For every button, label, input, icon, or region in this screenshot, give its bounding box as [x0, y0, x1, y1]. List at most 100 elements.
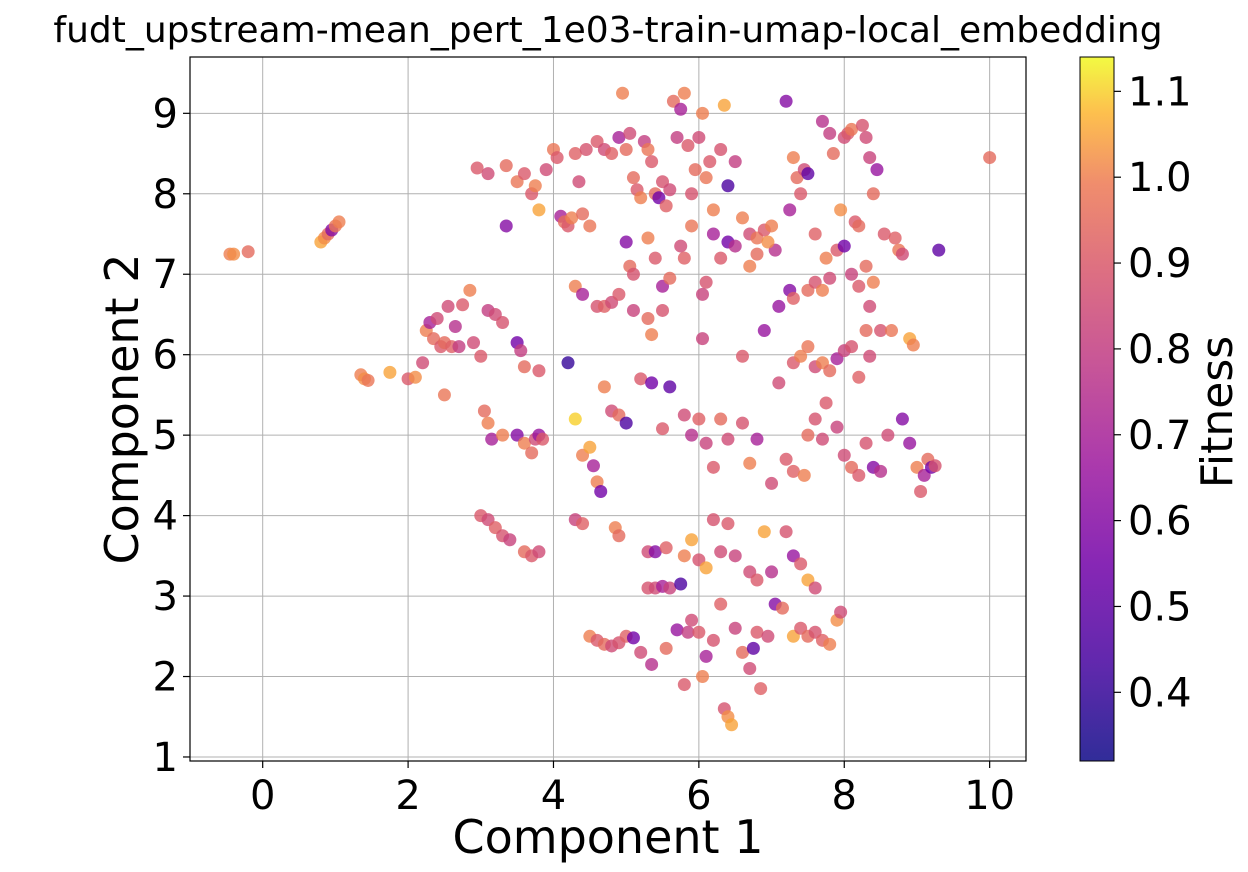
data-point: [674, 239, 688, 253]
data-point: [532, 203, 546, 217]
data-point: [699, 436, 713, 450]
data-point: [772, 376, 786, 390]
data-point: [870, 163, 884, 177]
data-point: [725, 718, 739, 732]
data-point: [699, 561, 713, 575]
data-point: [619, 416, 633, 430]
data-point: [648, 251, 662, 265]
data-point: [914, 484, 928, 498]
data-point: [481, 416, 495, 430]
data-point: [885, 324, 899, 338]
data-point: [514, 344, 528, 358]
data-point: [706, 460, 720, 474]
data-point: [826, 147, 840, 161]
data-point: [823, 271, 837, 285]
data-point: [714, 143, 728, 157]
data-point: [583, 219, 597, 233]
data-point: [859, 436, 873, 450]
data-point: [448, 320, 462, 334]
data-point: [677, 86, 691, 100]
data-point: [550, 151, 564, 165]
data-point: [383, 365, 397, 379]
data-point: [452, 340, 466, 354]
data-point: [765, 565, 779, 579]
data-point: [703, 155, 717, 169]
data-point: [728, 549, 742, 563]
data-point: [477, 404, 491, 418]
colorbar-tick-label: 0.9: [1128, 241, 1192, 287]
data-point: [786, 151, 800, 165]
data-point: [670, 130, 684, 144]
colorbar-tick-label: 0.8: [1128, 327, 1192, 373]
data-point: [794, 187, 808, 201]
data-point: [645, 155, 659, 169]
data-point: [714, 251, 728, 265]
data-point: [750, 573, 764, 587]
data-point: [895, 247, 909, 261]
data-point: [881, 428, 895, 442]
data-point: [845, 340, 859, 354]
data-point: [823, 126, 837, 140]
data-point: [801, 167, 815, 181]
data-point: [761, 235, 775, 249]
data-point: [888, 231, 902, 245]
data-point: [750, 625, 764, 639]
data-point: [728, 621, 742, 635]
data-point: [754, 682, 768, 696]
data-point: [674, 102, 688, 116]
data-point: [474, 349, 488, 363]
data-point: [735, 645, 749, 659]
colorbar-tick-label: 1.0: [1128, 155, 1192, 201]
data-point: [463, 283, 477, 297]
data-point: [528, 179, 542, 193]
data-point: [583, 440, 597, 454]
data-point: [815, 114, 829, 128]
data-point: [830, 420, 844, 434]
data-point: [227, 247, 241, 261]
data-point: [794, 557, 808, 571]
data-point: [779, 452, 793, 466]
data-point: [605, 147, 619, 161]
data-point: [408, 370, 422, 384]
data-point: [576, 287, 590, 301]
data-point: [467, 336, 481, 350]
data-point: [779, 525, 793, 539]
data-point: [677, 678, 691, 692]
data-point: [503, 533, 517, 547]
data-point: [361, 373, 375, 387]
x-tick-label: 8: [832, 773, 857, 819]
data-point: [750, 247, 764, 261]
data-point: [623, 126, 637, 140]
data-point: [743, 456, 757, 470]
data-point: [808, 581, 822, 595]
data-point: [485, 432, 499, 446]
data-point: [706, 227, 720, 241]
data-point: [561, 356, 575, 370]
data-point: [597, 380, 611, 394]
data-point: [863, 299, 877, 313]
data-point: [863, 349, 877, 363]
data-point: [845, 267, 859, 281]
data-point: [786, 464, 800, 478]
data-point: [692, 625, 706, 639]
data-point: [834, 203, 848, 217]
data-point: [241, 245, 255, 259]
data-point: [456, 298, 470, 312]
data-point: [852, 279, 866, 293]
y-tick-label: 4: [153, 494, 178, 540]
x-tick-label: 0: [250, 773, 275, 819]
data-point: [696, 332, 710, 346]
data-point: [626, 267, 640, 281]
data-point: [794, 349, 808, 363]
data-point: [779, 94, 793, 108]
data-point: [823, 637, 837, 651]
data-point: [819, 251, 833, 265]
data-point: [903, 436, 917, 450]
data-point: [568, 147, 582, 161]
data-point: [845, 122, 859, 136]
data-point: [619, 235, 633, 249]
data-point: [685, 533, 699, 547]
data-point: [634, 191, 648, 205]
data-point: [430, 311, 444, 325]
data-point: [874, 324, 888, 338]
